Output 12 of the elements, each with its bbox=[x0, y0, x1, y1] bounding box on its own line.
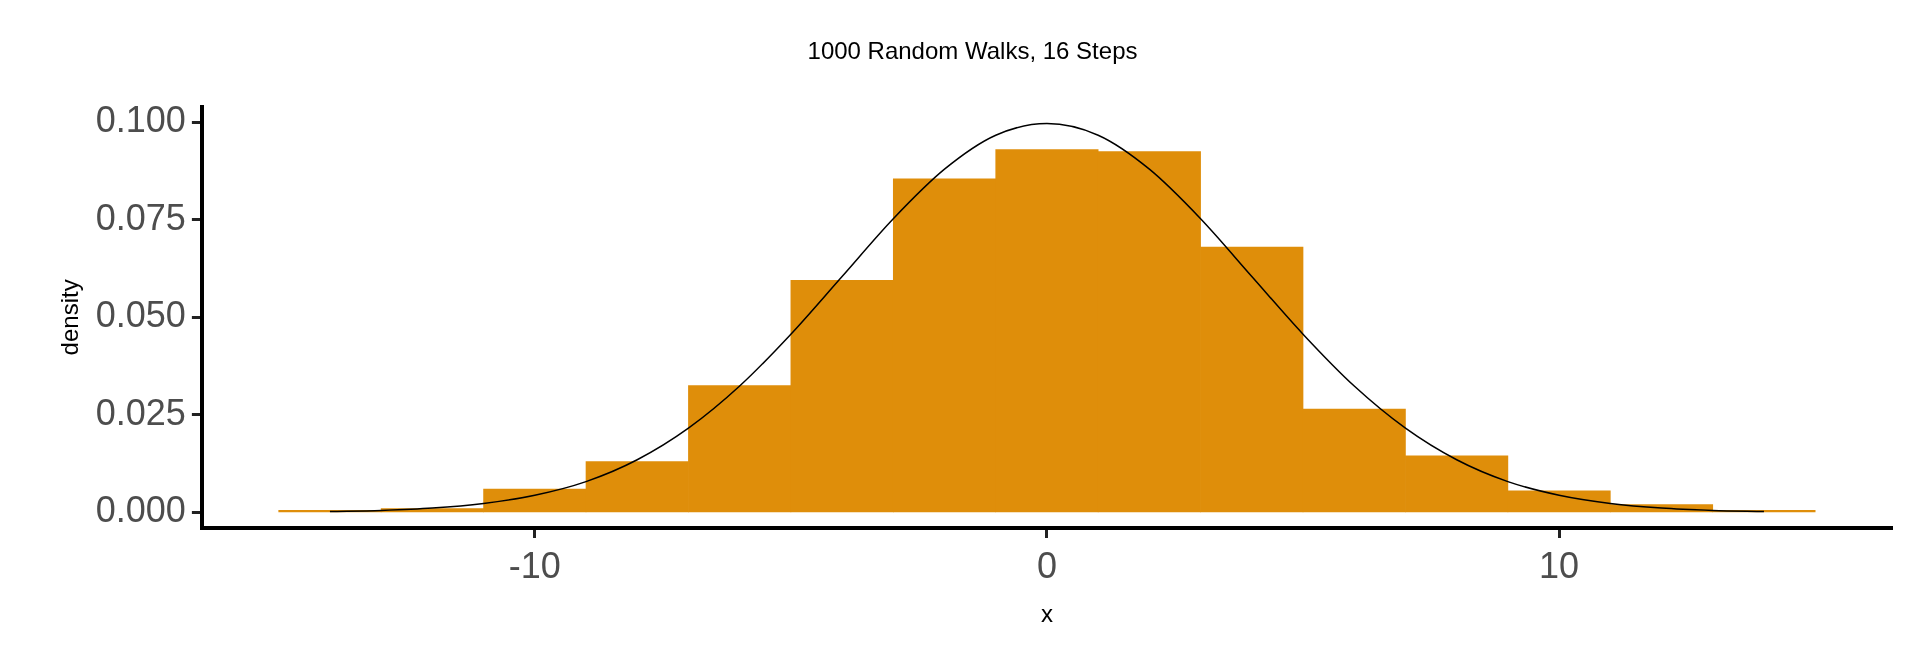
x-axis-title: x bbox=[1040, 600, 1053, 628]
x-tick-label: 10 bbox=[1539, 544, 1580, 586]
line-series bbox=[329, 122, 1765, 513]
y-tick-label: 0.025 bbox=[95, 391, 186, 433]
y-axis-title: density bbox=[56, 279, 84, 356]
chart-title: 1000 Random Walks, 16 Steps bbox=[807, 37, 1138, 65]
y-tick-label: 0.050 bbox=[95, 294, 186, 336]
y-tick-label: 0.000 bbox=[95, 489, 186, 531]
y-tick-label: 0.100 bbox=[95, 99, 186, 141]
y-tick-label: 0.075 bbox=[95, 196, 186, 238]
x-tick-label: 0 bbox=[1036, 544, 1057, 586]
x-tick-label: -10 bbox=[508, 544, 561, 586]
